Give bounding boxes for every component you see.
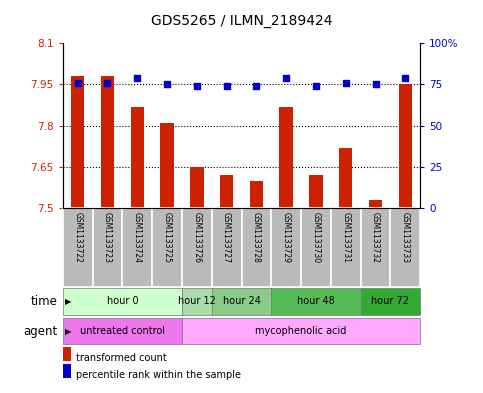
- Text: percentile rank within the sample: percentile rank within the sample: [76, 370, 242, 380]
- Text: GSM1133732: GSM1133732: [371, 212, 380, 263]
- FancyBboxPatch shape: [212, 208, 242, 287]
- Bar: [101, 76, 114, 208]
- FancyBboxPatch shape: [361, 208, 390, 287]
- Text: hour 72: hour 72: [371, 296, 410, 306]
- FancyBboxPatch shape: [63, 318, 182, 344]
- FancyBboxPatch shape: [182, 208, 212, 287]
- Text: hour 0: hour 0: [107, 296, 138, 306]
- Text: agent: agent: [24, 325, 58, 338]
- Point: [342, 80, 350, 86]
- Text: GSM1133725: GSM1133725: [163, 212, 171, 263]
- FancyBboxPatch shape: [63, 288, 182, 315]
- FancyBboxPatch shape: [361, 288, 420, 315]
- Text: GDS5265 / ILMN_2189424: GDS5265 / ILMN_2189424: [151, 13, 332, 28]
- Bar: [369, 200, 382, 208]
- Point: [104, 80, 112, 86]
- FancyBboxPatch shape: [271, 208, 301, 287]
- Text: hour 48: hour 48: [297, 296, 335, 306]
- Bar: [160, 123, 174, 208]
- Point: [372, 81, 380, 88]
- Bar: [398, 84, 412, 208]
- Text: hour 24: hour 24: [223, 296, 260, 306]
- Point: [253, 83, 260, 89]
- Point: [312, 83, 320, 89]
- Text: GSM1133723: GSM1133723: [103, 212, 112, 263]
- Text: transformed count: transformed count: [76, 353, 167, 363]
- Bar: [339, 148, 353, 208]
- FancyBboxPatch shape: [182, 318, 420, 344]
- Point: [193, 83, 201, 89]
- Bar: [309, 175, 323, 208]
- Text: hour 12: hour 12: [178, 296, 216, 306]
- Bar: [190, 167, 203, 208]
- FancyBboxPatch shape: [331, 208, 361, 287]
- Text: GSM1133727: GSM1133727: [222, 212, 231, 263]
- Text: mycophenolic acid: mycophenolic acid: [256, 325, 347, 336]
- Bar: [130, 107, 144, 208]
- FancyBboxPatch shape: [390, 208, 420, 287]
- Point: [74, 80, 82, 86]
- FancyBboxPatch shape: [152, 208, 182, 287]
- Text: GSM1133729: GSM1133729: [282, 212, 291, 263]
- Text: GSM1133733: GSM1133733: [401, 212, 410, 263]
- Text: ▶: ▶: [65, 327, 71, 336]
- FancyBboxPatch shape: [93, 208, 122, 287]
- Text: untreated control: untreated control: [80, 325, 165, 336]
- Bar: [280, 107, 293, 208]
- Text: GSM1133726: GSM1133726: [192, 212, 201, 263]
- FancyBboxPatch shape: [301, 208, 331, 287]
- Text: ▶: ▶: [65, 297, 71, 306]
- Bar: [220, 175, 233, 208]
- FancyBboxPatch shape: [271, 288, 361, 315]
- Point: [282, 75, 290, 81]
- FancyBboxPatch shape: [212, 288, 271, 315]
- FancyBboxPatch shape: [242, 208, 271, 287]
- Text: GSM1133730: GSM1133730: [312, 212, 320, 263]
- Text: GSM1133722: GSM1133722: [73, 212, 82, 263]
- Point: [163, 81, 171, 88]
- FancyBboxPatch shape: [63, 208, 93, 287]
- Text: GSM1133724: GSM1133724: [133, 212, 142, 263]
- Bar: [250, 181, 263, 208]
- Point: [223, 83, 230, 89]
- Point: [401, 75, 409, 81]
- Text: time: time: [31, 295, 58, 308]
- Point: [133, 75, 141, 81]
- Text: GSM1133728: GSM1133728: [252, 212, 261, 263]
- Text: GSM1133731: GSM1133731: [341, 212, 350, 263]
- Bar: [71, 76, 85, 208]
- FancyBboxPatch shape: [122, 208, 152, 287]
- FancyBboxPatch shape: [182, 288, 212, 315]
